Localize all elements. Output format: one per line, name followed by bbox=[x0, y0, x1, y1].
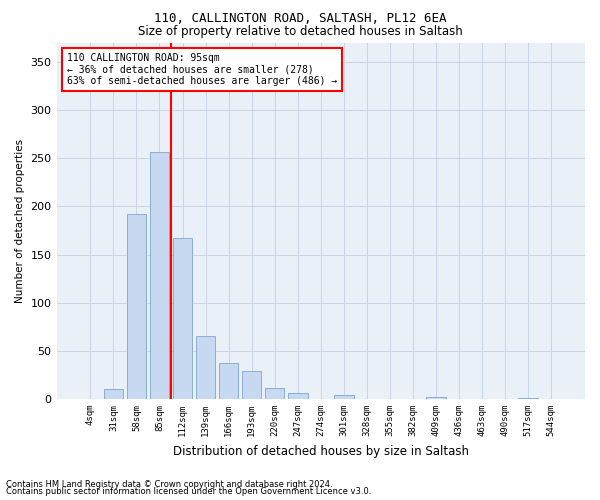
Bar bbox=[288, 394, 308, 399]
Text: 110, CALLINGTON ROAD, SALTASH, PL12 6EA: 110, CALLINGTON ROAD, SALTASH, PL12 6EA bbox=[154, 12, 446, 26]
Bar bbox=[173, 238, 193, 399]
Bar bbox=[149, 152, 169, 399]
Text: Contains HM Land Registry data © Crown copyright and database right 2024.: Contains HM Land Registry data © Crown c… bbox=[6, 480, 332, 489]
Text: 110 CALLINGTON ROAD: 95sqm
← 36% of detached houses are smaller (278)
63% of sem: 110 CALLINGTON ROAD: 95sqm ← 36% of deta… bbox=[67, 53, 337, 86]
Text: Contains public sector information licensed under the Open Government Licence v3: Contains public sector information licen… bbox=[6, 487, 371, 496]
Bar bbox=[219, 364, 238, 399]
Bar bbox=[518, 398, 538, 399]
Bar bbox=[265, 388, 284, 399]
X-axis label: Distribution of detached houses by size in Saltash: Distribution of detached houses by size … bbox=[173, 444, 469, 458]
Bar bbox=[242, 371, 262, 399]
Bar bbox=[196, 336, 215, 399]
Bar bbox=[104, 390, 123, 399]
Bar bbox=[334, 395, 353, 399]
Y-axis label: Number of detached properties: Number of detached properties bbox=[15, 138, 25, 303]
Bar bbox=[127, 214, 146, 399]
Text: Size of property relative to detached houses in Saltash: Size of property relative to detached ho… bbox=[137, 25, 463, 38]
Bar bbox=[426, 397, 446, 399]
